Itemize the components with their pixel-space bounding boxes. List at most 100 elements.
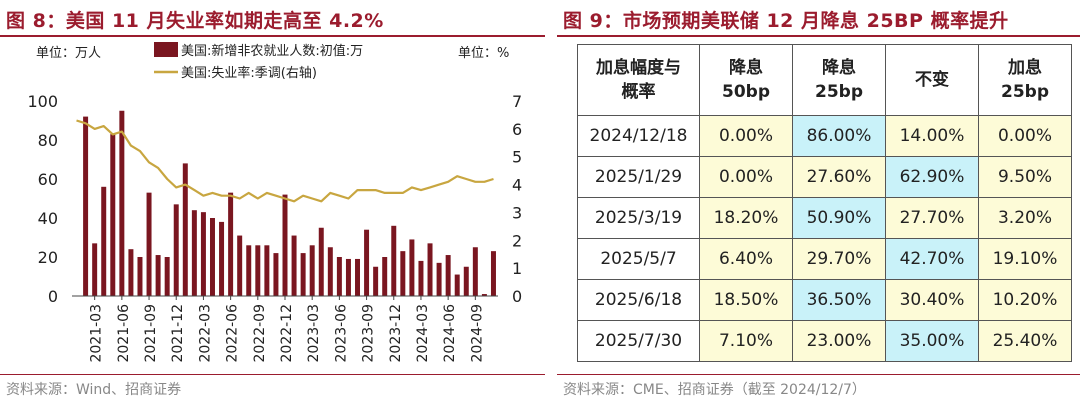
header-line-1: 降息 bbox=[822, 58, 856, 78]
probability-cell: 14.00% bbox=[885, 115, 979, 157]
x-axis-tick-label: 2022-12 bbox=[279, 304, 295, 363]
x-axis-tick-label: 2024-09 bbox=[469, 304, 485, 363]
header-line-1: 降息 bbox=[729, 58, 763, 78]
x-axis-tick-label: 2021-06 bbox=[116, 304, 132, 363]
payroll-bar bbox=[391, 225, 397, 296]
probability-cell: 3.20% bbox=[978, 197, 1072, 239]
payroll-bar bbox=[200, 212, 206, 296]
x-axis-tick-label: 2022-03 bbox=[197, 304, 213, 363]
probability-cell: 29.70% bbox=[792, 238, 886, 280]
payroll-bar bbox=[427, 243, 433, 296]
table-header-cell: 降息 25bp bbox=[792, 44, 886, 116]
x-axis-tick-label: 2023-06 bbox=[333, 304, 349, 363]
figure-9-title: 图 9：市场预期美联储 12 月降息 25BP 概率提升 bbox=[563, 10, 1009, 32]
left-axis-tick-label: 40 bbox=[38, 209, 58, 228]
x-axis-tick-label: 2023-03 bbox=[306, 304, 322, 363]
x-axis-tick-label: 2021-03 bbox=[89, 304, 105, 363]
payroll-bar bbox=[300, 253, 306, 296]
payroll-bar bbox=[481, 294, 487, 296]
left-axis-unit: 单位：万人 bbox=[36, 46, 101, 61]
probability-cell: 50.90% bbox=[792, 197, 886, 239]
right-axis-unit: 单位：% bbox=[458, 46, 509, 61]
payroll-bar bbox=[418, 260, 424, 296]
payroll-bar bbox=[209, 218, 215, 296]
title-rule bbox=[557, 35, 1080, 37]
unemployment-rate-line bbox=[76, 119, 494, 203]
payroll-bar bbox=[364, 229, 370, 296]
payroll-bar bbox=[164, 257, 170, 296]
payroll-bar bbox=[228, 192, 234, 296]
payroll-bar bbox=[173, 204, 179, 296]
figure-9-panel: 图 9：市场预期美联储 12 月降息 25BP 概率提升 加息幅度与 概率 降息 50… bbox=[557, 0, 1080, 405]
x-axis-tick-label: 2024-06 bbox=[442, 304, 458, 363]
meeting-date-cell: 2025/7/30 bbox=[577, 320, 700, 362]
x-axis-tick-label: 2023-09 bbox=[361, 304, 377, 363]
probability-cell: 27.70% bbox=[885, 197, 979, 239]
legend-bar-swatch bbox=[154, 42, 178, 57]
payroll-bar bbox=[336, 257, 342, 296]
payroll-bar bbox=[273, 253, 279, 296]
figure-8-title: 图 8：美国 11 月失业率如期走高至 4.2% bbox=[6, 10, 384, 32]
payroll-bar bbox=[182, 163, 188, 296]
probability-cell: 0.00% bbox=[699, 115, 793, 157]
probability-cell: 86.00% bbox=[792, 115, 886, 157]
figure-8-source: 资料来源：Wind、招商证券 bbox=[6, 382, 182, 398]
probability-cell: 7.10% bbox=[699, 320, 793, 362]
legend-line-label: 美国:失业率:季调(右轴) bbox=[181, 65, 317, 81]
left-axis-tick-label: 100 bbox=[27, 92, 58, 111]
payroll-bar bbox=[454, 274, 460, 296]
payroll-bar bbox=[83, 116, 89, 296]
right-axis-tick-label: 2 bbox=[512, 231, 522, 250]
payroll-bar bbox=[255, 245, 261, 296]
payroll-bar bbox=[409, 239, 415, 296]
payroll-bar bbox=[282, 194, 288, 296]
header-line-2: 25bp bbox=[1001, 82, 1049, 102]
source-rule bbox=[557, 374, 1080, 375]
header-line-2: 25bp bbox=[815, 82, 863, 102]
payroll-bar bbox=[119, 110, 125, 296]
payroll-bar bbox=[345, 258, 351, 296]
probability-cell: 27.60% bbox=[792, 156, 886, 198]
table-body: 2024/12/18 0.00% 86.00% 14.00% 0.00% 2025/1/2… bbox=[577, 115, 1072, 362]
payroll-bar bbox=[373, 266, 379, 296]
payroll-bar bbox=[219, 221, 225, 296]
table-header-cell: 加息 25bp bbox=[978, 44, 1072, 116]
left-axis-tick-label: 0 bbox=[48, 287, 58, 306]
unemployment-payrolls-chart: 单位：万人 单位：% 0 20 40 60 80 100 0 1 2 3 4 5 6 7 2021-03 2021… bbox=[27, 42, 522, 363]
payroll-bar bbox=[146, 192, 152, 296]
table-row: 2025/5/7 6.40% 29.70% 42.70% 19.10% bbox=[577, 238, 1072, 280]
right-axis-tick-label: 0 bbox=[512, 287, 522, 306]
x-axis-tick-label: 2022-09 bbox=[252, 304, 268, 363]
payroll-bar bbox=[191, 210, 197, 296]
probability-cell: 42.70% bbox=[885, 238, 979, 280]
right-axis-tick-label: 7 bbox=[512, 92, 522, 111]
left-axis-tick-label: 80 bbox=[38, 131, 58, 150]
payroll-bar bbox=[490, 251, 496, 296]
probability-cell: 62.90% bbox=[885, 156, 979, 198]
header-line-1: 不变 bbox=[915, 70, 949, 90]
payroll-bar bbox=[309, 245, 315, 296]
header-line-1: 加息 bbox=[1008, 58, 1042, 78]
figure-9-source: 资料来源：CME、招商证券（截至 2024/12/7） bbox=[563, 382, 866, 398]
probability-cell: 23.00% bbox=[792, 320, 886, 362]
x-axis-tick-label: 2022-06 bbox=[225, 304, 241, 363]
table-row: 2024/12/18 0.00% 86.00% 14.00% 0.00% bbox=[577, 115, 1072, 157]
payroll-bar bbox=[355, 258, 361, 296]
payroll-bar bbox=[472, 247, 478, 296]
table-row: 2025/1/29 0.00% 27.60% 62.90% 9.50% bbox=[577, 156, 1072, 198]
payroll-bar bbox=[463, 266, 469, 296]
probability-cell: 0.00% bbox=[978, 115, 1072, 157]
right-axis-tick-label: 4 bbox=[512, 176, 522, 195]
table-row: 2025/7/30 7.10% 23.00% 35.00% 25.40% bbox=[577, 320, 1072, 362]
payroll-bar bbox=[291, 235, 297, 296]
payroll-bar bbox=[382, 257, 388, 296]
table-header-cell: 不变 bbox=[885, 44, 979, 116]
payroll-bar bbox=[92, 243, 98, 296]
table-header-cell: 加息幅度与 概率 bbox=[577, 44, 700, 116]
probability-cell: 25.40% bbox=[978, 320, 1072, 362]
payroll-bar bbox=[155, 255, 161, 296]
payroll-bar bbox=[137, 257, 143, 296]
payroll-bar bbox=[237, 235, 243, 296]
meeting-date-cell: 2025/6/18 bbox=[577, 279, 700, 321]
meeting-date-cell: 2025/3/19 bbox=[577, 197, 700, 239]
